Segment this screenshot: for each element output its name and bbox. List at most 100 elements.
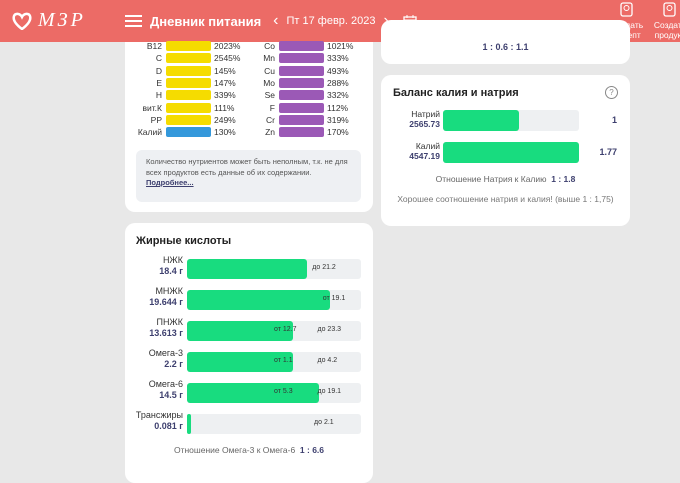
- nutrient-row: C 2545%: [125, 53, 255, 64]
- more-info-link[interactable]: Подробнее...: [146, 178, 194, 187]
- nutrient-percent: 2545%: [214, 53, 241, 64]
- nutrient-percent: 288%: [327, 77, 349, 88]
- fatty-acid-label: Трансжиры: [135, 410, 183, 420]
- balance-label: Натрий: [411, 109, 440, 119]
- balance-ratio: 1: [611, 115, 617, 125]
- sodium-potassium-card: Баланс калия и натрия ? Натрий 2565.73 1 К…: [381, 75, 630, 226]
- omega-ratio: Отношение Омега-3 к Омега-6 1 : 6.6: [173, 445, 325, 455]
- nutrient-label: E: [156, 77, 162, 88]
- fatty-acid-fill: [187, 321, 294, 341]
- nutrient-bar: [166, 127, 211, 138]
- heart-logo-icon: [12, 12, 32, 30]
- menu-icon[interactable]: [125, 14, 142, 28]
- max-marker: до 2.1: [314, 419, 334, 426]
- nutrient-label: C: [155, 53, 162, 64]
- nutrient-row: Co 1021%: [238, 41, 368, 51]
- nutrient-row: Cu 493%: [238, 65, 368, 76]
- product-icon: [663, 2, 676, 17]
- balance-ratio: 1.77: [599, 147, 617, 157]
- nutrient-row: Se 332%: [238, 90, 368, 101]
- nutrient-label: Mn: [263, 53, 275, 64]
- max-marker: до 23.3: [317, 326, 342, 333]
- nutrient-label: F: [269, 102, 275, 113]
- current-date[interactable]: Пт 17 февр. 2023: [286, 15, 376, 27]
- create-product-button[interactable]: Создатьпродукт: [649, 2, 680, 40]
- nutrient-percent: 339%: [214, 90, 236, 101]
- nutrient-percent: 2023%: [214, 41, 241, 51]
- nutrient-percent: 493%: [327, 65, 349, 76]
- date-navigation: Дневник питания ‹ Пт 17 февр. 2023 ›: [125, 0, 417, 42]
- fatty-acid-label: МНЖК: [155, 286, 183, 296]
- nutrient-label: Mo: [263, 77, 275, 88]
- nutrient-percent: 333%: [327, 53, 349, 64]
- nutrient-row: H 339%: [125, 90, 255, 101]
- min-marker: от 1.1: [274, 357, 293, 364]
- balance-fill: [443, 110, 520, 131]
- nutrient-percent: 130%: [214, 127, 236, 138]
- fatty-acid-row: МНЖК 19.644 г от 19.1: [125, 286, 365, 312]
- nutrient-row: вит.К 111%: [125, 102, 255, 113]
- nutrient-bar: [166, 90, 211, 101]
- fatty-acid-fill: [187, 290, 330, 310]
- nutrient-bar: [279, 127, 324, 138]
- fatty-acid-track: от 12.7 до 23.3: [187, 321, 361, 341]
- nutrient-label: Se: [264, 90, 275, 101]
- fatty-acid-label: НЖК: [162, 255, 183, 265]
- nutrient-bar: [279, 90, 324, 101]
- nutrient-label: вит.К: [142, 102, 162, 113]
- balance-label: Калий: [415, 141, 440, 151]
- nutrient-bar: [166, 53, 211, 64]
- nutrient-bar: [279, 77, 324, 88]
- nutrient-percent: 332%: [327, 90, 349, 101]
- nutrient-percent: 147%: [214, 77, 236, 88]
- nutrient-row: Mn 333%: [238, 53, 368, 64]
- nutrient-row: Cr 319%: [238, 114, 368, 125]
- fatty-acid-track: до 21.2: [187, 259, 361, 279]
- nutrient-bar: [279, 65, 324, 76]
- prev-day-button[interactable]: ‹: [273, 12, 279, 29]
- nutrient-label: Калий: [137, 127, 162, 138]
- nutrient-label: H: [155, 90, 162, 101]
- balance-track: [443, 142, 579, 163]
- nutrient-bar: [279, 41, 324, 51]
- nutrient-bar: [166, 102, 211, 113]
- nutrient-label: Co: [264, 41, 275, 51]
- nutrient-bar: [166, 65, 211, 76]
- fatty-acid-fill: [187, 414, 192, 434]
- balance-row: Калий 4547.19 1.77: [381, 141, 630, 164]
- macro-ratio: 1 : 0.6 : 1.1: [482, 42, 529, 52]
- nutrient-row: PP 249%: [125, 114, 255, 125]
- max-marker: до 21.2: [312, 264, 336, 271]
- balance-row: Натрий 2565.73 1: [381, 109, 630, 132]
- incomplete-data-note: Количество нутриентов может быть неполны…: [136, 150, 361, 202]
- balance-fill: [443, 142, 579, 163]
- nutrient-bar: [166, 114, 211, 125]
- fatty-acid-row: НЖК 18.4 г до 21.2: [125, 255, 365, 281]
- page-title: Дневник питания: [150, 13, 262, 29]
- max-marker: до 19.1: [317, 388, 342, 395]
- card-title: Баланс калия и натрия: [393, 87, 519, 99]
- nutrient-label: PP: [150, 114, 162, 125]
- min-marker: от 12.7: [274, 326, 297, 333]
- fatty-acid-value: 13.613 г: [149, 328, 183, 338]
- balance-message: Хорошее соотношение натрия и калия! (выш…: [397, 194, 614, 204]
- fatty-acid-track: от 19.1: [187, 290, 361, 310]
- balance-value: 4547.19: [409, 151, 440, 161]
- fatty-acid-fill: [187, 259, 308, 279]
- help-icon[interactable]: ?: [605, 86, 618, 99]
- nutrient-row: Mo 288%: [238, 77, 368, 88]
- fatty-acid-row: Омега-6 14.5 г от 5.3 до 19.1: [125, 379, 365, 405]
- max-marker: до 4.2: [317, 357, 338, 364]
- recipe-icon: [620, 2, 633, 17]
- nutrient-bar: [279, 114, 324, 125]
- logo-text[interactable]: МЗР: [38, 9, 86, 31]
- nutrient-row: B12 2023%: [125, 41, 255, 51]
- fatty-acid-label: ПНЖК: [156, 317, 183, 327]
- nutrient-bar: [279, 53, 324, 64]
- fatty-acid-value: 0.081 г: [154, 421, 183, 431]
- nutrient-bar: [166, 77, 211, 88]
- fatty-acids-card: Жирные кислоты НЖК 18.4 г до 21.2 МНЖК 19.6…: [125, 223, 373, 483]
- fatty-acid-track: от 1.1 до 4.2: [187, 352, 361, 372]
- min-marker: от 19.1: [322, 295, 346, 302]
- nutrient-percent: 112%: [327, 102, 349, 113]
